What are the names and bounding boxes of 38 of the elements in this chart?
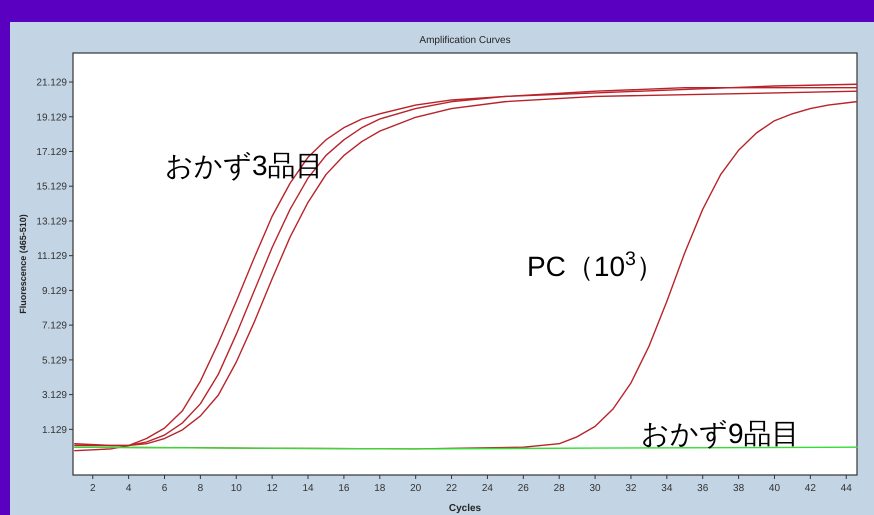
x-tick-label: 12	[266, 483, 278, 494]
x-tick-label: 14	[302, 483, 314, 494]
x-tick-label: 4	[126, 483, 132, 494]
y-tick-label: 7.129	[42, 320, 68, 332]
x-tick-label: 16	[338, 483, 350, 494]
x-tick-label: 20	[410, 483, 422, 494]
x-tick-label: 30	[590, 483, 602, 494]
x-tick-label: 8	[198, 483, 204, 494]
x-tick-label: 44	[840, 483, 852, 494]
x-tick-label: 10	[230, 483, 242, 494]
x-tick-label: 42	[804, 483, 816, 494]
x-tick-label: 36	[697, 483, 709, 494]
y-tick-label: 11.129	[37, 251, 68, 262]
x-tick-label: 24	[482, 483, 494, 494]
x-axis-title: Cycles	[448, 503, 482, 514]
x-tick-label: 40	[768, 483, 780, 494]
x-tick-label: 26	[518, 483, 530, 494]
x-tick-label: 34	[661, 483, 673, 494]
y-tick-label: 5.129	[42, 355, 68, 366]
x-tick-label: 32	[625, 483, 637, 494]
y-axis-title: Fluorescence (465-510)	[18, 214, 28, 314]
y-tick-label: 19.129	[36, 112, 68, 124]
y-tick-label: 21.129	[36, 78, 68, 89]
x-tick-label: 6	[162, 483, 168, 494]
chart-title: Amplification Curves	[419, 35, 511, 46]
y-tick-label: 13.129	[36, 216, 68, 228]
x-tick-label: 22	[446, 483, 458, 494]
y-tick-label: 3.129	[42, 390, 68, 402]
y-tick-label: 1.129	[42, 424, 68, 436]
annotation: おかず9品目	[641, 418, 800, 449]
y-tick-label: 9.129	[42, 286, 68, 297]
annotation: PC（10$^{3}$）	[527, 248, 664, 282]
x-tick-label: 2	[90, 483, 96, 494]
y-tick-label: 15.129	[36, 182, 68, 193]
x-tick-label: 28	[554, 483, 566, 494]
y-tick-label: 17.129	[36, 146, 68, 158]
x-tick-label: 18	[374, 483, 386, 494]
x-tick-label: 38	[733, 483, 745, 494]
